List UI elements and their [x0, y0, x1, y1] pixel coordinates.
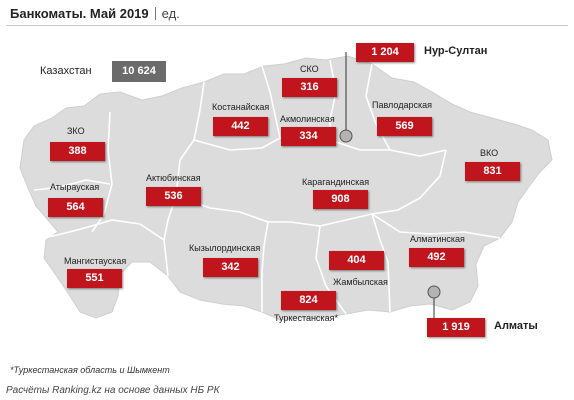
- region-value-box: 569: [377, 117, 432, 136]
- country-total-box: 10 624: [112, 61, 166, 82]
- region-name: Акмолинская: [280, 114, 335, 124]
- region-name: Мангистауская: [64, 256, 127, 266]
- region-value-box: 908: [313, 190, 368, 209]
- chart-title: Банкоматы. Май 2019 ед.: [10, 6, 180, 21]
- region-name: Карагандинская: [302, 177, 370, 187]
- almaty-label: Алматы: [494, 320, 538, 332]
- footnote: *Туркестанская область и Шымкент: [10, 365, 170, 375]
- region-value-box: 342: [203, 258, 258, 277]
- title-divider: [6, 25, 568, 26]
- source-note: Расчёты Ranking.kz на основе данных НБ Р…: [6, 385, 220, 396]
- region-value-box: 442: [213, 117, 268, 136]
- region-name: Туркестанская*: [274, 313, 338, 323]
- region-name: Павлодарская: [372, 100, 432, 110]
- unit-label: ед.: [161, 6, 180, 21]
- almaty-city-icon: [427, 285, 441, 299]
- region-value-box: 404: [329, 251, 384, 270]
- region-value-box: 551: [67, 269, 122, 288]
- region-name: Костанайская: [212, 102, 270, 112]
- region-value-box: 831: [465, 162, 520, 181]
- region-name: ЗКО: [67, 126, 85, 136]
- region-name: Актюбинская: [146, 173, 201, 183]
- nur-sultan-label: Нур-Султан: [424, 45, 488, 57]
- region-value-box: 564: [48, 198, 103, 217]
- region-value-box: 388: [50, 142, 105, 161]
- region-value-box: 492: [409, 248, 464, 267]
- region-name: СКО: [300, 64, 319, 74]
- region-value-box: 334: [281, 127, 336, 146]
- region-name: Кызылординская: [189, 243, 261, 253]
- region-name: Атырауская: [50, 182, 100, 192]
- nur-sultan-value-box: 1 204: [356, 43, 414, 62]
- almaty-value-box: 1 919: [427, 318, 485, 337]
- nur-sultan-city-icon: [339, 129, 353, 143]
- region-value-box: 316: [282, 78, 337, 97]
- country-label: Казахстан: [40, 65, 92, 77]
- region-name: ВКО: [480, 148, 499, 158]
- region-value-box: 824: [281, 291, 336, 310]
- region-value-box: 536: [146, 187, 201, 206]
- region-name: Жамбылская: [333, 277, 388, 287]
- region-name: Алматинская: [410, 234, 465, 244]
